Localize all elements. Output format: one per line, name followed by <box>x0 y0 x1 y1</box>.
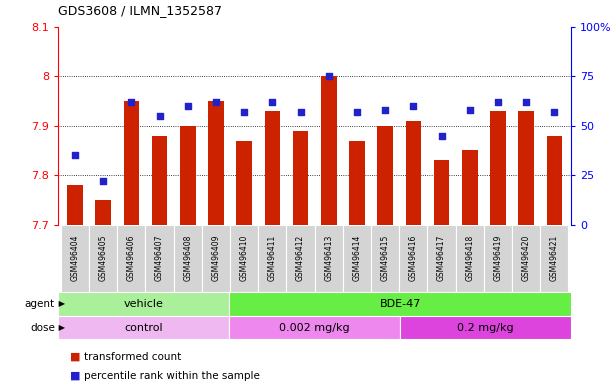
Point <box>521 99 531 105</box>
Bar <box>371 225 399 292</box>
Bar <box>236 141 252 225</box>
Bar <box>293 131 309 225</box>
Bar <box>518 111 534 225</box>
Bar <box>456 225 484 292</box>
Point <box>268 99 277 105</box>
Bar <box>400 316 571 339</box>
Bar <box>61 225 89 292</box>
Point <box>549 109 559 115</box>
Point <box>70 152 80 159</box>
Point <box>240 109 249 115</box>
Bar <box>180 126 196 225</box>
Text: ▶: ▶ <box>56 299 65 308</box>
Text: ▶: ▶ <box>56 323 65 332</box>
Bar <box>490 111 506 225</box>
Point <box>352 109 362 115</box>
Bar <box>428 225 456 292</box>
Text: BDE-47: BDE-47 <box>379 299 421 309</box>
Text: GSM496416: GSM496416 <box>409 235 418 281</box>
Bar <box>287 225 315 292</box>
Text: GSM496414: GSM496414 <box>353 235 362 281</box>
Text: GDS3608 / ILMN_1352587: GDS3608 / ILMN_1352587 <box>58 4 222 17</box>
Text: GSM496421: GSM496421 <box>550 235 559 281</box>
Bar <box>145 225 174 292</box>
Bar <box>230 225 258 292</box>
Point <box>211 99 221 105</box>
Bar <box>229 316 400 339</box>
Text: GSM496419: GSM496419 <box>494 235 502 281</box>
Bar <box>484 225 512 292</box>
Text: GSM496411: GSM496411 <box>268 235 277 281</box>
Text: dose: dose <box>30 323 55 333</box>
Bar <box>174 225 202 292</box>
Text: GSM496413: GSM496413 <box>324 235 333 281</box>
Bar <box>378 126 393 225</box>
Text: GSM496406: GSM496406 <box>127 235 136 281</box>
Bar <box>229 292 571 316</box>
Bar <box>315 225 343 292</box>
Text: transformed count: transformed count <box>84 352 181 362</box>
Bar <box>202 225 230 292</box>
Text: GSM496420: GSM496420 <box>522 235 531 281</box>
Text: GSM496407: GSM496407 <box>155 235 164 281</box>
Text: GSM496417: GSM496417 <box>437 235 446 281</box>
Text: GSM496410: GSM496410 <box>240 235 249 281</box>
Bar <box>123 101 139 225</box>
Bar <box>343 225 371 292</box>
Bar <box>258 225 287 292</box>
Bar <box>547 136 562 225</box>
Bar <box>540 225 568 292</box>
Point <box>380 107 390 113</box>
Text: GSM496418: GSM496418 <box>465 235 474 281</box>
Bar <box>89 225 117 292</box>
Bar <box>406 121 421 225</box>
Text: GSM496405: GSM496405 <box>98 235 108 281</box>
Bar <box>67 185 82 225</box>
Text: GSM496409: GSM496409 <box>211 235 221 281</box>
Text: vehicle: vehicle <box>123 299 164 309</box>
Bar <box>58 316 229 339</box>
Bar <box>434 161 449 225</box>
Text: control: control <box>124 323 163 333</box>
Bar <box>95 200 111 225</box>
Point <box>324 73 334 79</box>
Point <box>98 178 108 184</box>
Point <box>465 107 475 113</box>
Point <box>409 103 419 109</box>
Bar <box>58 292 229 316</box>
Bar <box>462 151 478 225</box>
Bar <box>512 225 540 292</box>
Bar <box>349 141 365 225</box>
Point <box>296 109 306 115</box>
Point <box>126 99 136 105</box>
Text: GSM496412: GSM496412 <box>296 235 305 281</box>
Text: percentile rank within the sample: percentile rank within the sample <box>84 371 260 381</box>
Bar <box>208 101 224 225</box>
Text: agent: agent <box>25 299 55 309</box>
Text: GSM496408: GSM496408 <box>183 235 192 281</box>
Text: GSM496404: GSM496404 <box>70 235 79 281</box>
Bar <box>265 111 280 225</box>
Point <box>155 113 164 119</box>
Text: ■: ■ <box>70 371 81 381</box>
Bar <box>399 225 428 292</box>
Bar <box>152 136 167 225</box>
Text: 0.002 mg/kg: 0.002 mg/kg <box>279 323 350 333</box>
Text: 0.2 mg/kg: 0.2 mg/kg <box>458 323 514 333</box>
Point <box>493 99 503 105</box>
Point <box>437 132 447 139</box>
Bar <box>117 225 145 292</box>
Bar <box>321 76 337 225</box>
Point <box>183 103 192 109</box>
Text: ■: ■ <box>70 352 81 362</box>
Text: GSM496415: GSM496415 <box>381 235 390 281</box>
